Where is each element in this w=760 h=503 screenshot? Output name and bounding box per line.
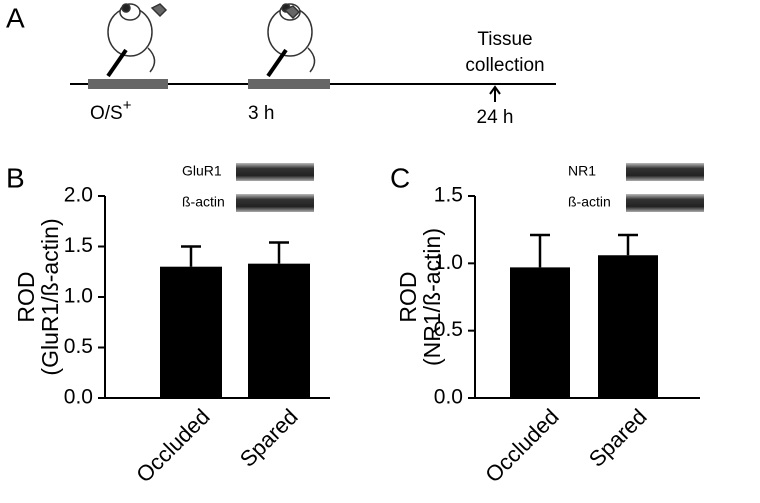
y-axis-label: ROD: [395, 271, 421, 322]
y-tick-label: 1.0: [434, 251, 463, 274]
y-axis-label: (NR1/ß-actin): [419, 228, 445, 366]
timeline-period: [88, 79, 168, 89]
blot-image: [626, 194, 704, 212]
blot-label: ß-actin: [568, 194, 611, 210]
timeline-label: Tissue: [477, 29, 532, 50]
y-tick-label: 1.5: [64, 234, 93, 257]
y-tick-label: 2.0: [64, 184, 93, 207]
timeline-label: O/S+: [90, 97, 132, 124]
x-tick-label: Occluded: [480, 404, 563, 487]
x-tick-label: Occluded: [131, 404, 214, 487]
y-tick-label: 0.0: [64, 386, 93, 409]
timeline-period: [248, 79, 330, 89]
y-tick-label: 1.0: [64, 285, 93, 308]
x-tick-label: Spared: [584, 404, 652, 472]
mouse-icon: [106, 3, 168, 78]
y-axis-label: ROD: [13, 271, 39, 322]
x-tick-label: Spared: [235, 404, 303, 472]
bar: [248, 263, 310, 398]
bar: [598, 255, 658, 398]
y-tick-label: 0.5: [434, 318, 463, 341]
y-tick-label: 1.5: [434, 184, 463, 207]
arrow: [489, 85, 501, 102]
y-tick-label: 0.0: [434, 386, 463, 409]
blot-label: GluR1: [182, 163, 222, 179]
bar: [160, 266, 222, 398]
panel-label: B: [6, 162, 25, 193]
blot-label: NR1: [568, 163, 596, 179]
timeline-label: collection: [465, 55, 544, 76]
timeline-label: 24 h: [477, 107, 514, 128]
y-tick-label: 0.5: [64, 335, 93, 358]
blot-label: ß-actin: [182, 194, 225, 210]
blot-image: [626, 163, 704, 181]
panel-label: A: [6, 2, 25, 33]
mouse-icon: [266, 3, 316, 78]
blot-image: [236, 194, 314, 212]
blot-image: [236, 163, 314, 181]
timeline-label: 3 h: [248, 103, 274, 124]
y-axis-label: (GluR1/ß-actin): [37, 218, 63, 375]
panel-label: C: [390, 162, 410, 193]
bar: [510, 267, 570, 398]
